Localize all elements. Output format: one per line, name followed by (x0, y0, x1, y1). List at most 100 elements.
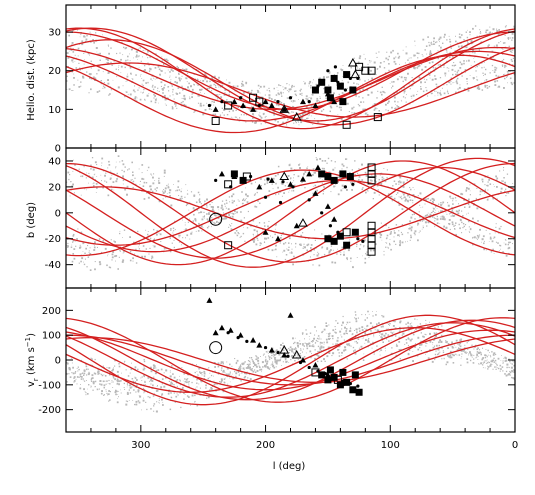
background-particle (264, 359, 267, 362)
background-particle (393, 331, 395, 333)
background-particle (244, 361, 246, 363)
background-particle (110, 61, 112, 64)
background-particle (425, 319, 427, 321)
background-particle (204, 109, 207, 111)
background-particle (403, 76, 406, 79)
background-particle (505, 374, 508, 377)
background-particle (289, 252, 291, 254)
background-particle (125, 400, 127, 402)
background-particle (196, 364, 197, 365)
background-particle (93, 372, 96, 374)
model-orbit-line (66, 186, 515, 240)
background-particle (326, 333, 328, 334)
data-point-open-square (342, 228, 351, 237)
background-particle (264, 225, 266, 227)
background-particle (109, 399, 111, 401)
background-particle (495, 74, 497, 77)
background-particle (86, 266, 88, 268)
background-particle (71, 71, 73, 73)
background-particle (211, 206, 214, 208)
background-particle (306, 98, 309, 101)
background-particle (250, 182, 253, 185)
background-particle (100, 80, 102, 82)
background-particle (187, 221, 189, 223)
background-particle (229, 371, 231, 373)
background-particle (86, 248, 87, 250)
background-particle (176, 393, 178, 395)
background-particle (422, 55, 424, 57)
background-particle (334, 326, 336, 328)
background-particle (69, 174, 71, 176)
background-particle (182, 100, 184, 103)
background-particle (208, 87, 210, 90)
background-particle (292, 263, 294, 266)
background-particle (84, 252, 86, 255)
model-orbits (66, 314, 515, 406)
background-particle (414, 218, 416, 220)
data-point-triangle (268, 102, 275, 108)
background-particle (446, 213, 448, 215)
background-particle (429, 349, 431, 351)
background-particle (317, 335, 320, 337)
background-particle (511, 60, 513, 62)
background-particle (312, 82, 313, 84)
background-particle (476, 207, 479, 210)
background-particle (120, 380, 122, 382)
background-particle (430, 42, 432, 44)
data-point-triangle (218, 170, 225, 177)
background-particle (498, 367, 500, 370)
background-particle (223, 378, 226, 380)
background-particle (301, 332, 304, 334)
background-particle (241, 83, 244, 86)
background-particle (78, 168, 80, 170)
background-particle (241, 372, 243, 374)
background-particle (380, 184, 383, 186)
background-particle (124, 95, 126, 98)
background-particle (132, 380, 135, 383)
data-point-filled-square (339, 170, 347, 178)
background-particle (484, 62, 485, 63)
background-particle (493, 253, 495, 254)
y-tick-label: 20 (48, 66, 61, 77)
background-particle (291, 86, 293, 88)
data-point-triangle (268, 177, 275, 183)
background-particle (287, 175, 290, 177)
background-particle (497, 86, 499, 88)
background-particle (350, 330, 352, 332)
background-particle (224, 89, 227, 91)
background-particle (107, 79, 109, 81)
y-tick-label: 0 (55, 144, 61, 155)
background-particle (230, 228, 233, 230)
background-particle (185, 68, 187, 71)
background-particle (356, 331, 358, 334)
background-particle (445, 340, 447, 342)
background-particle (66, 381, 68, 383)
background-particle (463, 88, 466, 90)
background-particle (496, 364, 498, 366)
background-particle (318, 338, 320, 340)
background-particle (207, 396, 210, 399)
background-particle (469, 190, 471, 192)
background-particle (142, 368, 145, 371)
background-particle (113, 367, 114, 369)
background-particle (496, 198, 498, 200)
background-particle (418, 64, 421, 67)
background-particle (291, 243, 292, 245)
background-particle (286, 248, 288, 250)
background-particle (330, 249, 332, 251)
background-particle (81, 43, 84, 46)
background-particle (140, 60, 142, 62)
background-particle (486, 355, 488, 356)
background-particle (492, 28, 495, 31)
background-particle (72, 233, 75, 236)
background-particle (385, 103, 387, 106)
background-particle (138, 241, 140, 243)
background-particle (351, 169, 353, 171)
background-particle (225, 100, 227, 102)
background-particle (205, 387, 207, 389)
background-particle (351, 334, 353, 336)
background-particle (416, 94, 418, 96)
background-particle (504, 190, 506, 193)
background-particle (236, 234, 239, 237)
